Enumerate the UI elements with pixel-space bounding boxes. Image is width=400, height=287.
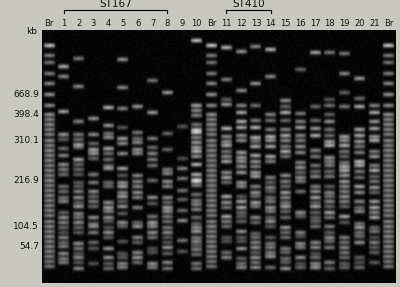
Text: 21: 21 (369, 20, 379, 28)
Text: 16: 16 (295, 20, 306, 28)
Text: 20: 20 (354, 20, 365, 28)
Text: 4: 4 (106, 20, 111, 28)
Text: 15: 15 (280, 20, 291, 28)
Text: 14: 14 (266, 20, 276, 28)
Text: 5: 5 (120, 20, 126, 28)
Text: 10: 10 (192, 20, 202, 28)
Text: kb: kb (26, 28, 37, 36)
Text: 13: 13 (251, 20, 261, 28)
Text: 216.9: 216.9 (13, 176, 39, 185)
Text: 54.7: 54.7 (19, 242, 39, 251)
Text: Br: Br (384, 20, 394, 28)
Text: 9: 9 (180, 20, 185, 28)
Text: 3: 3 (91, 20, 96, 28)
Text: 17: 17 (310, 20, 320, 28)
Text: 19: 19 (339, 20, 350, 28)
Text: ST410: ST410 (232, 0, 265, 9)
Text: ST167: ST167 (99, 0, 132, 9)
Text: 398.4: 398.4 (13, 110, 39, 119)
Text: 1: 1 (61, 20, 66, 28)
Text: 6: 6 (135, 20, 140, 28)
Text: Br: Br (207, 20, 216, 28)
Text: 11: 11 (221, 20, 232, 28)
Text: 18: 18 (324, 20, 335, 28)
Text: 8: 8 (164, 20, 170, 28)
Text: Br: Br (44, 20, 54, 28)
Text: 310.1: 310.1 (13, 135, 39, 145)
Text: 2: 2 (76, 20, 81, 28)
Text: 104.5: 104.5 (13, 222, 39, 230)
Text: 7: 7 (150, 20, 155, 28)
Text: 668.9: 668.9 (13, 90, 39, 99)
Text: 12: 12 (236, 20, 246, 28)
